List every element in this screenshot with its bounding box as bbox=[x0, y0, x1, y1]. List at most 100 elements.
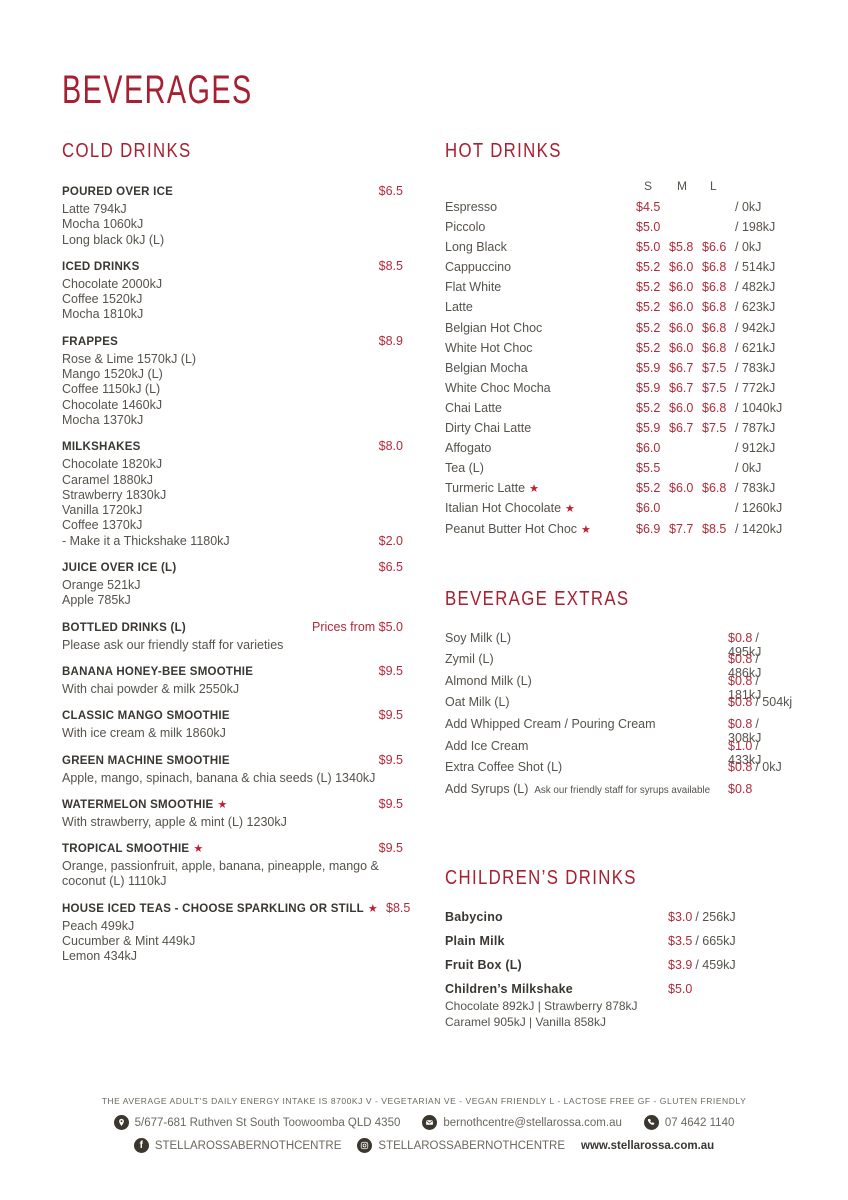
address-item: 5/677-681 Ruthven St South Toowoomba QLD… bbox=[113, 1115, 400, 1130]
price-s: $5.9 bbox=[636, 421, 661, 436]
kilojoules: / 495kJ bbox=[728, 630, 762, 659]
facebook-icon: f bbox=[133, 1138, 149, 1153]
menu-item-name: GREEN MACHINE SMOOTHIE bbox=[62, 754, 230, 767]
price-s: $5.2 bbox=[636, 400, 661, 415]
hot-drink-name: Turmeric Latte ★ bbox=[445, 481, 539, 496]
star-icon: ★ bbox=[217, 798, 228, 811]
kilojoules: / 433kJ bbox=[728, 738, 762, 767]
energy-intake-note: THE AVERAGE ADULT’S DAILY ENERGY INTAKE … bbox=[101, 1096, 747, 1106]
menu-item-line: Chocolate 1820kJ bbox=[62, 457, 163, 472]
size-header-row: S M L bbox=[445, 179, 793, 193]
extra-price-cell: $0.8/ 504kj bbox=[728, 695, 793, 709]
kilojoules: / 783kJ bbox=[735, 481, 776, 496]
extra-price: $0.8 bbox=[728, 716, 753, 731]
email-icon bbox=[422, 1115, 438, 1130]
price-l: $6.8 bbox=[702, 400, 727, 415]
childrens-price: $3.5 bbox=[668, 934, 693, 949]
kilojoules: / 621kJ bbox=[735, 340, 776, 355]
social-row: f STELLAROSSABERNOTHCENTRE STELLAROSSABE… bbox=[0, 1138, 848, 1153]
menu-item-description: Chocolate 1820kJ Caramel 1880kJ Strawberry… bbox=[62, 457, 403, 533]
kilojoules: / 0kJ bbox=[735, 461, 762, 476]
menu-item-line: Apple, mango, spinach, banana & chia see… bbox=[62, 770, 376, 785]
hot-drink-row: White Choc Mocha $5.9 $6.7 $7.5 / 772kJ bbox=[445, 381, 793, 401]
menu-item-header: GREEN MACHINE SMOOTHIE $9.5 bbox=[62, 753, 403, 767]
email-text: bernothcentre@stellarossa.com.au bbox=[443, 1116, 622, 1129]
hot-drink-name: Affogato bbox=[445, 441, 492, 456]
childrens-price-cell: $3.0/ 256kJ bbox=[668, 910, 793, 924]
price-m: $6.0 bbox=[669, 320, 694, 335]
instagram-handle: STELLAROSSABERNOTHCENTRE bbox=[378, 1139, 566, 1152]
price-l: $7.5 bbox=[702, 421, 727, 436]
price-s: $5.2 bbox=[636, 320, 661, 335]
childrens-drink-name: Fruit Box (L) bbox=[445, 958, 522, 973]
flavour-line: Chocolate 892kJ | Strawberry 878kJ bbox=[445, 999, 638, 1014]
hot-drink-name: Cappuccino bbox=[445, 260, 512, 275]
extra-name: Soy Milk (L) bbox=[445, 630, 511, 645]
cold-drinks-section: COLD DRINKS POURED OVER ICE $6.5 Latte 794… bbox=[62, 140, 410, 976]
hot-drink-row: Peanut Butter Hot Choc ★ $6.9 $7.7 $8.5 / 142… bbox=[445, 522, 793, 542]
hot-drink-name: Dirty Chai Latte bbox=[445, 421, 532, 436]
childrens-price-cell: $5.0 bbox=[668, 982, 793, 996]
menu-item-name: FRAPPES bbox=[62, 335, 119, 348]
price-m: $6.0 bbox=[669, 400, 694, 415]
phone-item: 07 4642 1140 bbox=[643, 1115, 734, 1130]
extra-name: Extra Coffee Shot (L) bbox=[445, 760, 563, 775]
menu-item-name: BOTTLED DRINKS (L) bbox=[62, 621, 186, 634]
menu-item: POURED OVER ICE $6.5 Latte 794kJ Mocha 1060… bbox=[62, 184, 403, 248]
hot-drink-name: Piccolo bbox=[445, 220, 486, 235]
kilojoules: / 942kJ bbox=[735, 320, 776, 335]
price-l: $7.5 bbox=[702, 380, 727, 395]
hot-drink-name: Belgian Hot Choc bbox=[445, 320, 543, 335]
menu-item-price: $8.5 bbox=[378, 258, 403, 273]
contact-row: 5/677-681 Ruthven St South Toowoomba QLD… bbox=[0, 1115, 848, 1130]
page-title: BEVERAGES bbox=[62, 68, 253, 112]
beverage-extras-heading: BEVERAGE EXTRAS bbox=[445, 587, 630, 610]
menu-item: GREEN MACHINE SMOOTHIE $9.5 Apple, mango, … bbox=[62, 753, 403, 786]
menu-item-header: MILKSHAKES $8.0 bbox=[62, 439, 403, 453]
menu-item-line: Caramel 1880kJ bbox=[62, 472, 154, 487]
menu-item-header: FRAPPES $8.9 bbox=[62, 334, 403, 348]
addon-price: $2.0 bbox=[378, 533, 403, 548]
menu-item-line: Vanilla 1720kJ bbox=[62, 503, 143, 518]
childrens-drink-name-cell: Babycino bbox=[445, 910, 668, 924]
price-l: $6.8 bbox=[702, 481, 727, 496]
menu-item: ICED DRINKS $8.5 Chocolate 2000kJ Coffee 15… bbox=[62, 259, 403, 323]
price-s: $5.2 bbox=[636, 280, 661, 295]
menu-item-header: POURED OVER ICE $6.5 bbox=[62, 184, 403, 198]
menu-item-line: With strawberry, apple & mint (L) 1230kJ bbox=[62, 814, 287, 829]
hot-drink-name: White Hot Choc bbox=[445, 340, 533, 355]
kilojoules: / 0kJ bbox=[755, 760, 782, 775]
menu-item-header: HOUSE ICED TEAS - CHOOSE SPARKLING OR ST… bbox=[62, 901, 410, 915]
menu-item-line: Chocolate 1460kJ bbox=[62, 397, 163, 412]
hot-drink-row: White Hot Choc $5.2 $6.0 $6.8 / 621kJ bbox=[445, 341, 793, 361]
menu-item: JUICE OVER ICE (L) $6.5 Orange 521kJ Apple … bbox=[62, 560, 403, 609]
kilojoules: / 482kJ bbox=[735, 280, 776, 295]
price-s: $5.9 bbox=[636, 380, 661, 395]
menu-item-price: $8.5 bbox=[386, 900, 411, 915]
extra-row: Add Syrups (L) Ask our friendly staff for… bbox=[445, 782, 793, 804]
menu-item-description: Latte 794kJ Mocha 1060kJ Long black 0kJ (L… bbox=[62, 202, 403, 248]
hot-drink-name: White Choc Mocha bbox=[445, 380, 551, 395]
menu-item-price: $8.9 bbox=[378, 333, 403, 348]
childrens-drinks-heading: CHILDREN’S DRINKS bbox=[445, 867, 637, 890]
childrens-drink-name-cell: Fruit Box (L) bbox=[445, 958, 668, 972]
menu-item-price: $9.5 bbox=[378, 663, 403, 678]
extra-price: $0.8 bbox=[728, 695, 753, 710]
cold-drinks-items: POURED OVER ICE $6.5 Latte 794kJ Mocha 1060… bbox=[62, 184, 410, 965]
kilojoules: / 256kJ bbox=[695, 910, 736, 925]
kilojoules: / 0kJ bbox=[735, 200, 762, 214]
extra-name: Add Syrups (L) Ask our friendly staff for… bbox=[445, 781, 711, 796]
kilojoules: / 783kJ bbox=[735, 360, 776, 375]
hot-drink-row: Belgian Hot Choc $5.2 $6.0 $6.8 / 942kJ bbox=[445, 321, 793, 341]
size-header-s: S bbox=[644, 179, 653, 193]
menu-item-name: POURED OVER ICE bbox=[62, 186, 174, 198]
hot-drink-row: Chai Latte $5.2 $6.0 $6.8 / 1040kJ bbox=[445, 401, 793, 421]
menu-item-name: HOUSE ICED TEAS - CHOOSE SPARKLING OR ST… bbox=[62, 902, 379, 915]
menu-item-addon: - Make it a Thickshake 1180kJ $2.0 bbox=[62, 534, 403, 549]
hot-drink-name: Belgian Mocha bbox=[445, 360, 528, 375]
price-m: $5.8 bbox=[669, 240, 694, 255]
price-s: $5.0 bbox=[636, 240, 661, 255]
hot-drinks-heading: HOT DRINKS bbox=[445, 140, 562, 162]
extra-price-cell: $0.8/ 181kJ bbox=[728, 674, 793, 702]
menu-item: FRAPPES $8.9 Rose & Lime 1570kJ (L) Mango 1… bbox=[62, 334, 403, 428]
